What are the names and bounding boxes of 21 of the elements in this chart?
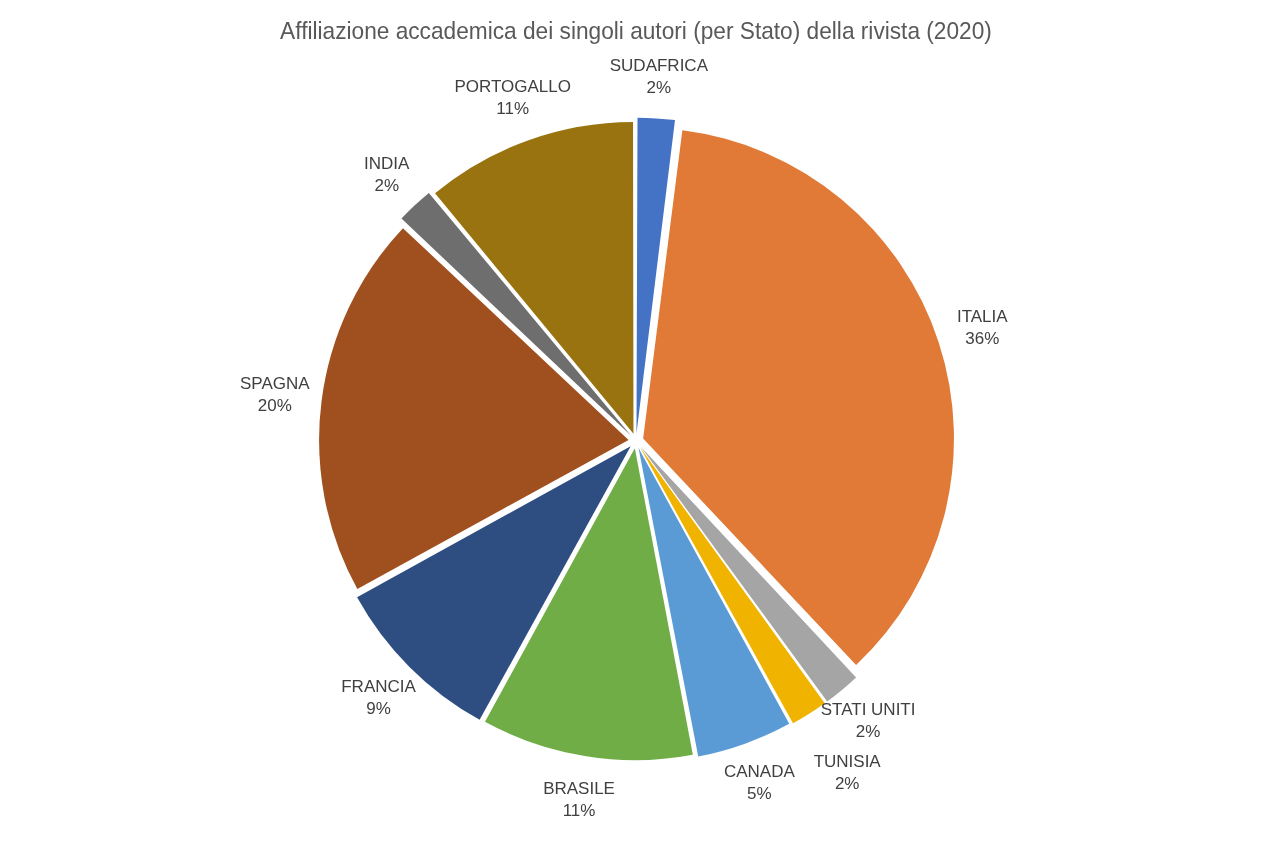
slice-label: STATI UNITI — [820, 700, 916, 720]
slice-label: ITALIA — [956, 307, 1009, 327]
data-label: 2% — [855, 722, 881, 742]
slice-label: FRANCIA — [341, 677, 417, 697]
slice-label: TUNISIA — [813, 752, 882, 772]
data-label: 36% — [965, 329, 1000, 349]
slice-label: PORTOGALLO — [454, 77, 571, 97]
slice-label: CANADA — [723, 762, 796, 782]
data-label: 11% — [496, 99, 530, 119]
slice-label: SPAGNA — [239, 373, 311, 393]
data-label: 5% — [747, 784, 772, 804]
data-label: 2% — [374, 176, 400, 196]
slice-label: BRASILE — [543, 779, 615, 799]
data-label: 2% — [834, 774, 860, 794]
slice-label: INDIA — [364, 154, 411, 174]
data-label: 20% — [257, 395, 292, 415]
chart-title: Affiliazione accademica dei singoli autori (per Stato) della rivista (2020) — [280, 17, 992, 45]
data-label: 11% — [562, 801, 596, 821]
data-label: 9% — [366, 699, 391, 719]
slice-label: SUDAFRICA — [609, 56, 709, 76]
data-label: 2% — [646, 78, 672, 98]
